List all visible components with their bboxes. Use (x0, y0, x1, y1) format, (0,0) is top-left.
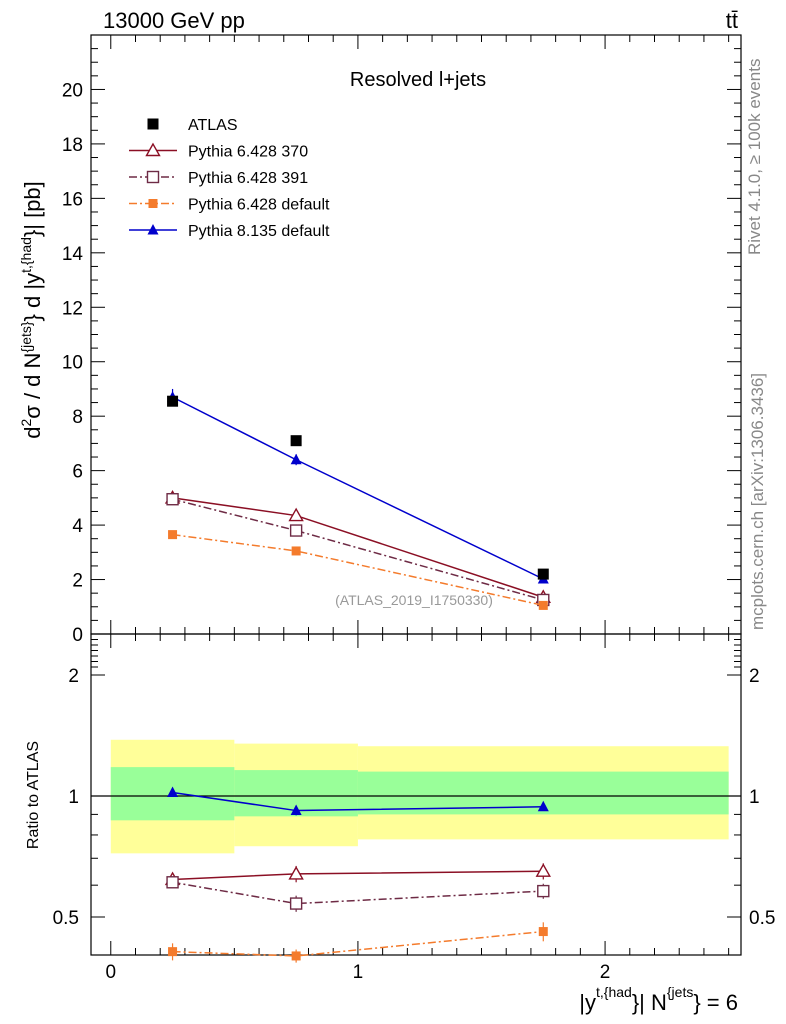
atlas-data-point (537, 568, 549, 580)
atlas-data-point (167, 395, 179, 407)
y-tick-label: 16 (62, 189, 83, 210)
ratio-point (167, 786, 179, 798)
legend-label: Pythia 6.428 default (188, 197, 330, 214)
legend: ATLAS Pythia 6.428 370 Pythia 6.428 391 Pyt… (129, 117, 330, 240)
rivet-label: Rivet 4.1.0, ≥ 100k events (745, 59, 764, 255)
x-label-sup2: {jets (667, 984, 693, 1000)
series-point (289, 524, 303, 537)
ratio-plot-frame (90, 633, 742, 956)
x-label-mid: }| N (632, 990, 667, 1015)
legend-label: Pythia 8.135 default (188, 223, 330, 240)
ratio-line-1 (172, 881, 544, 905)
y-tick-label: 6 (72, 462, 83, 483)
y-label-sup1: 2 (18, 419, 34, 427)
y-tick-label: 10 (62, 353, 83, 374)
ratio-y-tick-label: 1 (68, 787, 79, 808)
legend-marker (145, 142, 161, 157)
y-tick-label: 4 (72, 516, 83, 537)
x-tick-label: 0 (105, 962, 116, 983)
ratio-panel: 0.5 0.5 1 1 2 2 0 1 2 (53, 633, 775, 983)
ratio-point (537, 884, 550, 898)
y-tick-label: 12 (62, 298, 83, 319)
series-point (166, 493, 179, 506)
ratio-y-tick-label-right: 2 (749, 666, 760, 687)
ratio-x-axis: 0 1 2 (105, 634, 730, 983)
y-label-suffix: }| [pb] (20, 181, 45, 237)
main-panel: 0 2 4 6 8 10 12 14 16 18 20 Resolved l+jets (ATLAS… (62, 34, 742, 646)
header-left: 13000 GeV pp (103, 8, 245, 33)
y-tick-label: 2 (72, 571, 83, 592)
y-axis-label: d2σ / d N{jets}} d |yt,{had}| [pb] (18, 181, 45, 439)
ratio-y-tick-label-right: 0.5 (749, 908, 775, 929)
y-label-sigma: σ / d N (20, 353, 45, 419)
ratio-point (291, 951, 301, 961)
y-tick-label: 18 (62, 135, 83, 156)
main-y-axis: 0 2 4 6 8 10 12 14 16 18 20 (62, 34, 741, 646)
y-tick-label: 20 (62, 80, 83, 101)
series-point (538, 600, 548, 610)
legend-marker (146, 170, 160, 184)
ratio-series-group (164, 786, 551, 963)
ratio-point (288, 865, 304, 880)
series-line-3 (172, 396, 544, 580)
series-point (290, 453, 302, 465)
mcplots-label: mcplots.cern.ch [arXiv:1306.3436] (748, 373, 767, 630)
ratio-y-axis: 0.5 0.5 1 1 2 2 (53, 633, 775, 929)
legend-marker (147, 224, 159, 235)
ratio-y-label: Ratio to ATLAS (25, 741, 42, 849)
series-line-1 (172, 498, 544, 601)
ratio-point (289, 897, 303, 910)
ratio-point (166, 876, 179, 889)
x-tick-label: 2 (600, 962, 611, 983)
x-tick-label: 1 (353, 962, 364, 983)
series-point (288, 507, 304, 522)
y-label-sup3: t,{had (18, 237, 34, 273)
series-point (168, 530, 178, 540)
ratio-point (535, 863, 551, 877)
legend-label: Pythia 6.428 370 (188, 144, 308, 161)
analysis-id-label: (ATLAS_2019_I1750330) (335, 592, 493, 608)
y-label-sup2: {jets} (18, 321, 34, 352)
ratio-y-tick-label: 2 (68, 666, 79, 687)
header-right: tt̄ (726, 8, 738, 33)
y-tick-label: 14 (62, 244, 84, 265)
y-tick-label: 0 (72, 625, 83, 646)
y-label-mid: } d |y (20, 273, 45, 322)
legend-label: Pythia 6.428 391 (188, 170, 308, 187)
y-label-prefix: d (20, 427, 45, 439)
x-label-suffix: } = 6 (693, 990, 738, 1015)
y-tick-label: 8 (72, 407, 83, 428)
legend-marker (147, 118, 159, 130)
ratio-point (290, 804, 302, 816)
atlas-data-point (290, 435, 302, 447)
atlas-data-group (167, 395, 549, 580)
ratio-point (537, 800, 549, 812)
main-x-axis-ticks (110, 35, 730, 634)
ratio-line-0 (172, 870, 544, 881)
plot-title: Resolved l+jets (350, 69, 486, 91)
ratio-point (538, 927, 548, 937)
x-label-prefix: |y (579, 990, 596, 1015)
main-series-group (164, 388, 551, 610)
series-point (291, 546, 301, 556)
x-label-sup1: t,{had (596, 984, 632, 1000)
ratio-y-tick-label-right: 1 (749, 787, 760, 808)
legend-marker (148, 199, 158, 208)
series-line-0 (172, 497, 544, 598)
ratio-y-tick-label: 0.5 (53, 908, 79, 929)
legend-label: ATLAS (188, 117, 238, 134)
x-axis-label: |yt,{had}| N{jets} = 6 (579, 984, 738, 1015)
ratio-point (168, 947, 178, 957)
